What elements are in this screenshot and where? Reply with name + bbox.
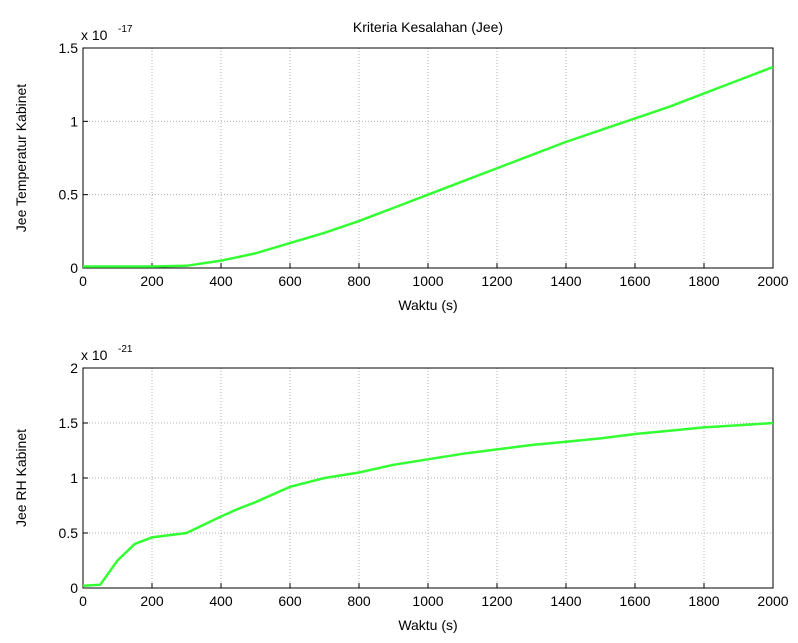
x-axis-label: Waktu (s) [398,617,457,633]
x-tick-label: 1200 [481,593,512,609]
x-tick-label: 600 [278,593,302,609]
x-tick-label: 200 [140,273,164,289]
x-tick-label: 0 [79,273,87,289]
x-tick-label: 1600 [619,273,650,289]
x-tick-label: 0 [79,593,87,609]
y-tick-label: 2 [70,360,78,376]
x-tick-label: 200 [140,593,164,609]
scale-base: x 10 [81,347,108,363]
figure: 020040060080010001200140016001800200000.… [0,0,798,643]
x-tick-label: 1000 [412,273,443,289]
x-tick-label: 1000 [412,593,443,609]
chart-title: Kriteria Kesalahan (Jee) [353,19,503,35]
y-axis-label: Jee RH Kabinet [13,429,29,527]
y-tick-label: 0.5 [59,187,79,203]
y-tick-label: 1.5 [59,415,79,431]
x-tick-label: 2000 [757,593,788,609]
x-tick-label: 1800 [688,593,719,609]
scale-base: x 10 [81,27,108,43]
scale-exponent: -17 [118,24,133,35]
x-tick-label: 1400 [550,593,581,609]
y-tick-label: 0 [70,580,78,596]
scale-exponent: -21 [118,344,133,355]
x-tick-label: 2000 [757,273,788,289]
data-line [83,423,773,586]
y-tick-label: 1 [70,470,78,486]
y-axis-label: Jee Temperatur Kabinet [13,84,29,232]
x-tick-label: 800 [347,593,371,609]
x-tick-label: 600 [278,273,302,289]
x-tick-label: 800 [347,273,371,289]
x-tick-label: 1400 [550,273,581,289]
y-tick-label: 1 [70,113,78,129]
y-tick-label: 0 [70,260,78,276]
y-tick-label: 1.5 [59,40,79,56]
y-tick-label: 0.5 [59,525,79,541]
x-tick-label: 1800 [688,273,719,289]
x-tick-label: 400 [209,273,233,289]
x-tick-label: 400 [209,593,233,609]
x-tick-label: 1200 [481,273,512,289]
x-axis-label: Waktu (s) [398,297,457,313]
x-tick-label: 1600 [619,593,650,609]
